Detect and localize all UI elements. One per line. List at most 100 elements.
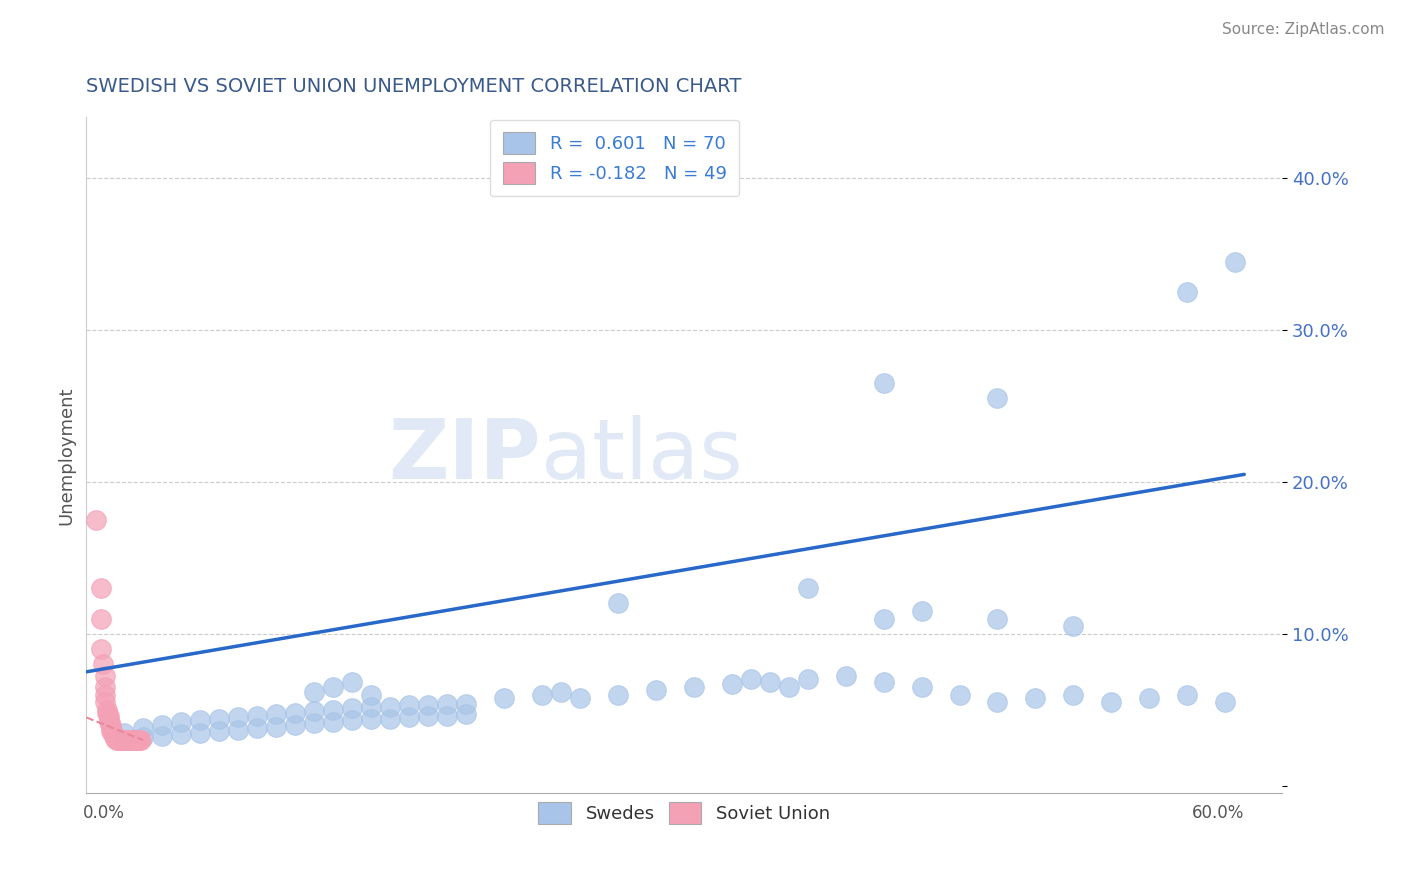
Point <box>132 721 155 735</box>
Point <box>740 673 762 687</box>
Point <box>226 710 249 724</box>
Point <box>117 733 139 747</box>
Point <box>568 690 591 705</box>
Point <box>90 582 112 596</box>
Point <box>128 733 150 747</box>
Point <box>1175 688 1198 702</box>
Point <box>758 675 780 690</box>
Point <box>100 721 122 735</box>
Point <box>606 597 628 611</box>
Point <box>492 690 515 705</box>
Point <box>117 733 139 747</box>
Point <box>416 698 439 713</box>
Point <box>170 714 193 729</box>
Point <box>1062 619 1084 633</box>
Point <box>128 733 150 747</box>
Point <box>1223 254 1246 268</box>
Point <box>122 733 145 747</box>
Point <box>124 733 146 747</box>
Point <box>436 697 458 711</box>
Point <box>150 718 173 732</box>
Point <box>1062 688 1084 702</box>
Point <box>454 707 477 722</box>
Point <box>910 680 932 694</box>
Point <box>398 698 420 713</box>
Point <box>360 712 382 726</box>
Point <box>94 669 117 683</box>
Point <box>94 695 117 709</box>
Point <box>105 733 128 747</box>
Point <box>90 612 112 626</box>
Point <box>112 733 135 747</box>
Point <box>796 673 818 687</box>
Point <box>118 733 141 747</box>
Point <box>98 709 121 723</box>
Point <box>170 727 193 741</box>
Point <box>84 513 107 527</box>
Point <box>872 612 894 626</box>
Text: SWEDISH VS SOVIET UNION UNEMPLOYMENT CORRELATION CHART: SWEDISH VS SOVIET UNION UNEMPLOYMENT COR… <box>86 78 742 96</box>
Point <box>436 709 458 723</box>
Point <box>94 688 117 702</box>
Point <box>100 718 122 732</box>
Point <box>115 733 138 747</box>
Point <box>834 669 856 683</box>
Point <box>246 721 269 735</box>
Point <box>986 612 1008 626</box>
Text: ZIP: ZIP <box>388 415 541 496</box>
Point <box>107 733 129 747</box>
Point <box>302 684 325 698</box>
Point <box>127 733 149 747</box>
Point <box>778 680 800 694</box>
Point <box>986 392 1008 406</box>
Point <box>1175 285 1198 299</box>
Point <box>644 683 666 698</box>
Point <box>1024 690 1046 705</box>
Point <box>226 723 249 737</box>
Point <box>208 724 231 739</box>
Point <box>115 733 138 747</box>
Point <box>322 680 344 694</box>
Point <box>910 604 932 618</box>
Point <box>454 697 477 711</box>
Point <box>682 680 704 694</box>
Point <box>122 733 145 747</box>
Text: 60.0%: 60.0% <box>1192 804 1244 822</box>
Point <box>111 733 134 747</box>
Point <box>188 714 211 728</box>
Point <box>127 733 149 747</box>
Point <box>284 718 307 732</box>
Point <box>132 730 155 744</box>
Point <box>322 714 344 729</box>
Point <box>111 733 134 747</box>
Point <box>104 730 127 744</box>
Point <box>530 688 553 702</box>
Text: Source: ZipAtlas.com: Source: ZipAtlas.com <box>1222 22 1385 37</box>
Point <box>98 712 121 726</box>
Legend: Swedes, Soviet Union: Swedes, Soviet Union <box>531 795 837 831</box>
Point <box>94 680 117 694</box>
Point <box>360 699 382 714</box>
Point <box>872 675 894 690</box>
Point <box>322 703 344 717</box>
Point <box>101 727 124 741</box>
Point <box>340 714 363 728</box>
Point <box>107 733 129 747</box>
Point <box>986 695 1008 709</box>
Point <box>104 729 127 743</box>
Point <box>340 675 363 690</box>
Point <box>101 725 124 739</box>
Point <box>98 714 121 729</box>
Point <box>360 688 382 702</box>
Text: atlas: atlas <box>541 415 742 496</box>
Point <box>246 709 269 723</box>
Point <box>105 733 128 747</box>
Point <box>121 733 143 747</box>
Point <box>118 733 141 747</box>
Y-axis label: Unemployment: Unemployment <box>58 386 75 524</box>
Point <box>1099 695 1122 709</box>
Point <box>550 684 572 698</box>
Point <box>378 712 401 726</box>
Point <box>110 733 132 747</box>
Point <box>131 733 153 747</box>
